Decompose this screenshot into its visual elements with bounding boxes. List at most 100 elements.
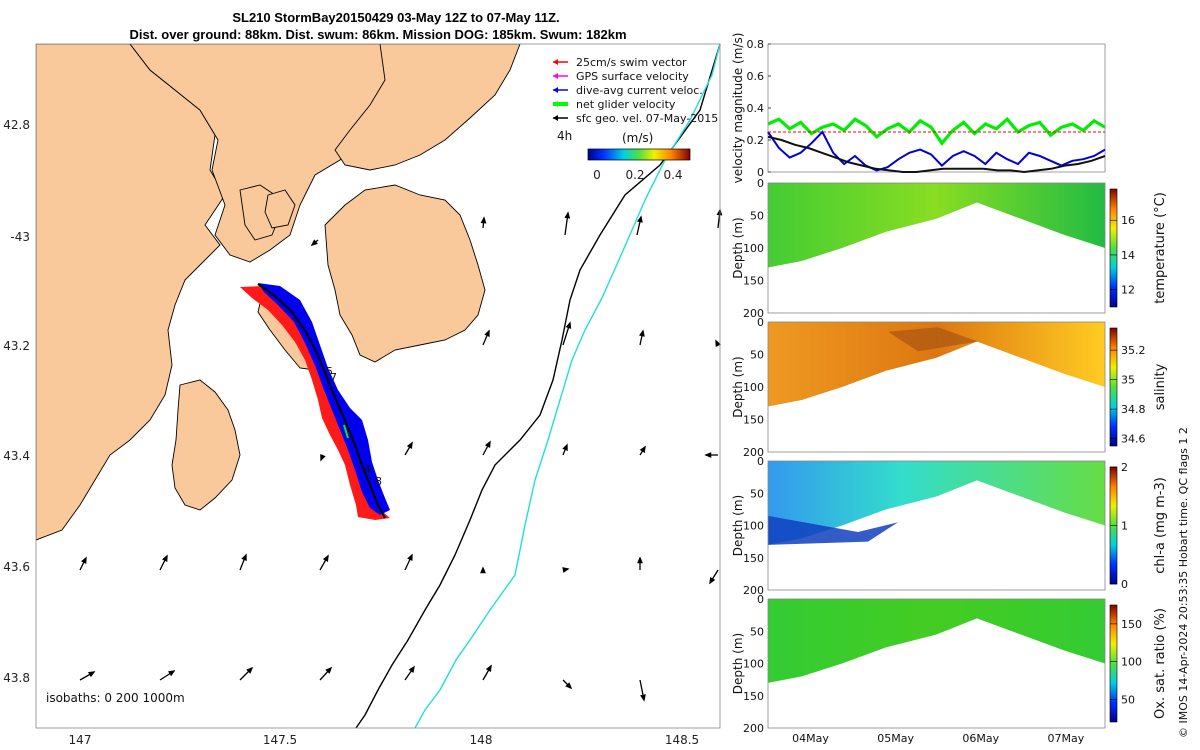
colorbar-tick: 34.6 <box>1121 433 1146 446</box>
colorbar-tick: 0.2 <box>625 168 644 182</box>
sfc-geo-velocity-arrow <box>310 239 319 247</box>
section-data-field <box>768 461 1105 545</box>
depth-tick: 50 <box>750 210 764 223</box>
colorbar-label: Ox. sat. ratio (%) <box>1153 608 1168 719</box>
velocity-axes <box>767 43 1106 173</box>
colorbar-tick: 35 <box>1121 374 1135 387</box>
map-x-tick: 147.5 <box>263 733 297 747</box>
sfc-geo-velocity-arrow <box>239 553 247 571</box>
current-vector-cloud <box>258 283 390 515</box>
sfc-geo-velocity-arrow <box>320 454 326 462</box>
sfc-geo-velocity-arrows <box>79 208 723 702</box>
depth-tick: 50 <box>750 349 764 362</box>
legend-label: 25cm/s swim vector <box>576 56 687 69</box>
section-colorbar <box>1109 188 1118 308</box>
depth-tick: 0 <box>757 177 764 190</box>
legend-arrowhead <box>553 115 558 121</box>
sfc-geo-velocity-arrow <box>239 666 254 681</box>
isobath-1000m <box>414 43 721 729</box>
sfc-geo-velocity-arrow <box>482 440 491 456</box>
track-day-label: 4 <box>364 463 371 476</box>
map-frame <box>35 43 721 729</box>
depth-tick: 150 <box>743 275 764 288</box>
colorbar-label: chl-a (mg m-3) <box>1153 477 1168 574</box>
chart-title-line1: SL210 StormBay20150429 03-May 12Z to 07-… <box>232 10 559 25</box>
sfc-geo-velocity-arrow <box>159 670 176 681</box>
depth-tick: 100 <box>743 520 764 533</box>
speed-colorbar <box>587 148 691 161</box>
depth-tick: 100 <box>743 242 764 255</box>
colorbar-tick: 0 <box>1121 578 1128 591</box>
section-data-field <box>768 599 1105 683</box>
legend-arrowhead <box>553 59 558 65</box>
velocity-series-line <box>767 135 1106 174</box>
sfc-geo-velocity-arrow <box>79 671 96 681</box>
colorbar-tick: 2 <box>1121 461 1128 474</box>
velocity-y-tick: 0 <box>757 166 764 179</box>
sfc-geo-velocity-arrow <box>704 452 718 458</box>
depth-tick: 50 <box>750 487 764 500</box>
section-panel: 0 50 100 150 200 Depth (m) 50 100 150 Ox. sat. ra… <box>731 593 1168 735</box>
section-colorbar <box>1109 604 1118 723</box>
land-bruny <box>171 379 241 511</box>
isobath-200m <box>355 43 721 729</box>
sfc-geo-velocity-arrow <box>709 569 719 585</box>
sfc-geo-velocity-arrow <box>637 556 643 570</box>
velocity-y-tick: 0.2 <box>747 134 765 147</box>
depth-tick: 100 <box>743 658 764 671</box>
depth-tick: 0 <box>757 455 764 468</box>
legend-label: GPS surface velocity <box>576 70 689 83</box>
depth-axis-label: Depth (m) <box>731 495 745 556</box>
track-day-label: 5 <box>326 365 333 378</box>
depth-tick: 200 <box>743 722 764 735</box>
legend-label: sfc geo. vel. 07-May-2015 <box>576 112 718 125</box>
colorbar-units: (m/s) <box>622 131 653 145</box>
map-x-tick: 147 <box>69 733 92 747</box>
colorbar-tick: 14 <box>1121 249 1135 262</box>
velocity-y-tick: 0.8 <box>747 38 765 51</box>
section-panel: 0 50 100 150 200 Depth (m) 12 14 16 temperature (… <box>731 177 1168 320</box>
velocity-y-tick: 0.4 <box>747 102 765 115</box>
depth-tick: 100 <box>743 381 764 394</box>
sfc-geo-velocity-arrow <box>562 679 573 690</box>
sfc-geo-velocity-arrow <box>404 665 415 681</box>
velocity-series-line <box>767 130 1106 172</box>
time-tick: 04May <box>792 732 829 745</box>
depth-axis-label: Depth (m) <box>731 356 745 417</box>
land-forestier <box>324 184 486 363</box>
colorbar-tick: 0 <box>593 168 601 182</box>
section-panel: 0 50 100 150 200 Depth (m) 0 1 2 chl-a (mg m-3) <box>731 455 1168 597</box>
section-panel: 0 50 100 150 200 Depth (m) 34.6 34.8 35 35.2 salin… <box>731 316 1168 459</box>
sfc-geo-velocity-arrow <box>636 215 643 236</box>
sfc-geo-velocity-arrow <box>562 321 572 346</box>
hours-label: 4h <box>557 129 572 143</box>
depth-tick: 50 <box>750 625 764 638</box>
depth-tick: 200 <box>743 446 764 459</box>
sfc-geo-velocity-arrow <box>639 445 646 456</box>
track-day-label: 8 <box>375 475 382 488</box>
map-y-tick: 43.8 <box>3 671 30 685</box>
sfc-geo-velocity-arrow <box>562 567 570 573</box>
map-x-tick: 148 <box>470 733 493 747</box>
map-y-tick: 43.6 <box>3 560 30 574</box>
section-data-field <box>768 322 1105 407</box>
land-northeast <box>334 44 521 171</box>
colorbar-label: temperature (°C) <box>1153 192 1168 304</box>
colorbar-tick: 100 <box>1121 656 1142 669</box>
map-y-tick: 42.8 <box>3 118 30 132</box>
velocity-panel: 0 0.2 0.4 0.6 0.8 velocity magnitude (m/s) <box>731 33 1106 183</box>
depth-tick: 150 <box>743 690 764 703</box>
depth-tick: 0 <box>757 593 764 606</box>
velocity-series-line <box>767 116 1106 146</box>
depth-axis-label: Depth (m) <box>731 633 745 694</box>
depth-tick: 200 <box>743 584 764 597</box>
section-data-field <box>768 183 1105 268</box>
colorbar-tick: 16 <box>1121 214 1135 227</box>
depth-tick: 0 <box>757 316 764 329</box>
time-tick: 06May <box>962 732 999 745</box>
track-day-label: 7 <box>330 371 337 384</box>
colorbar-tick: 34.8 <box>1121 403 1146 416</box>
sfc-geo-velocity-arrow <box>715 339 721 348</box>
